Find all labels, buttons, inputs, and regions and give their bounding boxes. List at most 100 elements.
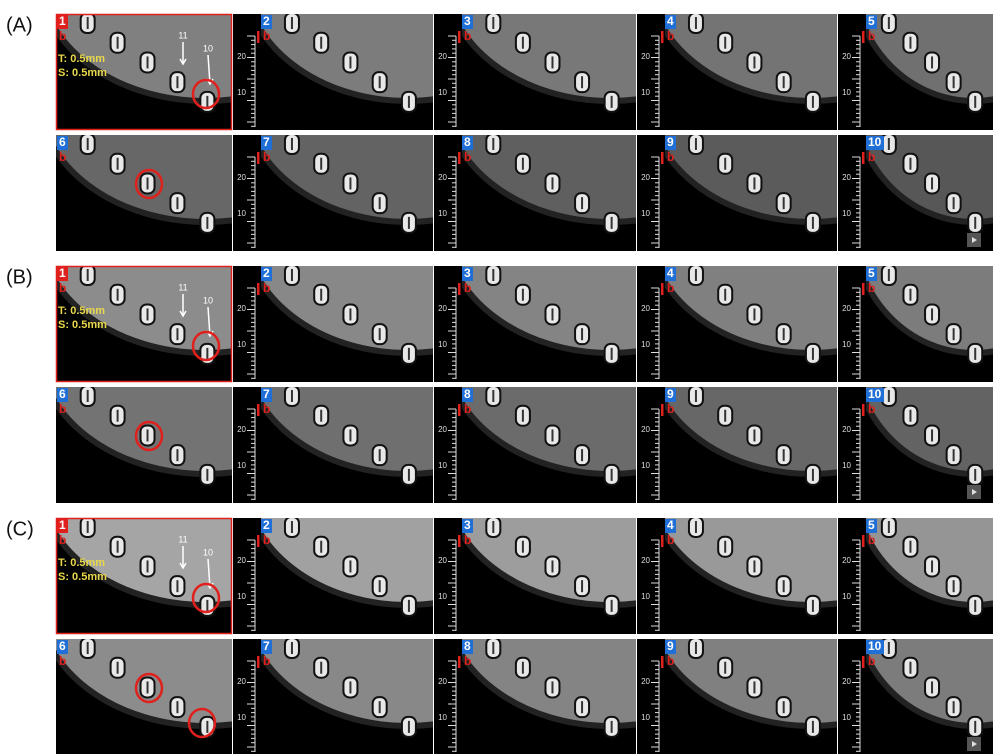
panel-tag: b	[667, 533, 674, 547]
ruler-label: 10	[237, 340, 246, 349]
tooth-number: 11	[178, 282, 187, 292]
ruler-label: 20	[438, 52, 447, 61]
ruler-label: 20	[237, 52, 246, 61]
panel-number: 5	[868, 14, 875, 28]
figure: (A)1bT: 0.5mmS: 0.5mm111020102b20103b201…	[0, 0, 993, 754]
panel-tag: b	[667, 281, 674, 295]
panel-tag: b	[464, 281, 471, 295]
panel-tag: b	[667, 402, 674, 416]
panel-number: 5	[868, 266, 875, 280]
ruler-label: 20	[237, 677, 246, 686]
ruler-label: 10	[438, 592, 447, 601]
slice-spacing: S: 0.5mm	[58, 319, 107, 331]
ruler-label: 10	[842, 461, 851, 470]
slice-marker	[458, 152, 461, 164]
scan-panel: 20 10 5b	[838, 0, 993, 130]
panel-tag: b	[59, 150, 66, 164]
group-label: (A)	[6, 14, 33, 36]
panel-tag: b	[263, 281, 270, 295]
ruler-label: 10	[641, 461, 650, 470]
ruler-label: 20	[438, 677, 447, 686]
panel-tag: b	[667, 150, 674, 164]
panel-tag: b	[464, 402, 471, 416]
panel-tag: b	[59, 402, 66, 416]
panel-number: 2	[263, 14, 270, 28]
ruler-label: 10	[237, 461, 246, 470]
panel-tag: b	[868, 533, 875, 547]
panel-tag: b	[263, 533, 270, 547]
slice-marker	[257, 535, 260, 547]
panel-tag: b	[59, 533, 66, 547]
slice-marker	[458, 535, 461, 547]
ruler-label: 20	[641, 677, 650, 686]
panel-tag: b	[667, 29, 674, 43]
slice-marker	[862, 283, 865, 295]
ruler-label: 20	[641, 556, 650, 565]
panel-number: 3	[464, 266, 471, 280]
panel-tag: b	[868, 654, 875, 668]
slice-marker	[661, 656, 664, 668]
ruler-label: 20	[842, 52, 851, 61]
ruler-label: 20	[438, 425, 447, 434]
slice-marker	[257, 656, 260, 668]
ruler-label: 20	[438, 304, 447, 313]
slice-marker	[661, 152, 664, 164]
ruler-label: 10	[438, 713, 447, 722]
panel-tag: b	[263, 150, 270, 164]
panel-number: 3	[464, 14, 471, 28]
panel-number: 1	[59, 518, 66, 532]
tooth-number: 10	[203, 295, 213, 305]
ruler-label: 20	[842, 677, 851, 686]
slice-thickness: T: 0.5mm	[58, 305, 105, 317]
ruler-label: 20	[438, 173, 447, 182]
slice-marker	[257, 152, 260, 164]
slice-marker	[458, 404, 461, 416]
ruler-label: 10	[438, 88, 447, 97]
panel-number: 8	[464, 639, 471, 653]
panel-number: 4	[667, 14, 674, 28]
slice-marker	[862, 404, 865, 416]
panel-tag: b	[667, 654, 674, 668]
slice-marker	[257, 404, 260, 416]
panel-number: 4	[667, 518, 674, 532]
ruler-label: 20	[237, 304, 246, 313]
ruler-label: 20	[842, 304, 851, 313]
panel-tag: b	[464, 150, 471, 164]
ruler-label: 20	[842, 556, 851, 565]
panel-tag: b	[868, 29, 875, 43]
ruler-label: 20	[641, 304, 650, 313]
panel-tag: b	[263, 402, 270, 416]
ruler-label: 10	[641, 592, 650, 601]
slice-marker	[661, 283, 664, 295]
slice-marker	[661, 535, 664, 547]
panel-tag: b	[464, 654, 471, 668]
slice-marker	[862, 152, 865, 164]
panel-number: 6	[59, 135, 66, 149]
ruler-label: 10	[641, 713, 650, 722]
panel-number: 7	[263, 639, 270, 653]
panel-number: 2	[263, 518, 270, 532]
panel-tag: b	[59, 654, 66, 668]
ruler-label: 10	[237, 592, 246, 601]
panel-tag: b	[59, 29, 66, 43]
ruler-label: 10	[842, 88, 851, 97]
ruler-label: 10	[641, 340, 650, 349]
panel-tag: b	[464, 29, 471, 43]
group-label: (B)	[6, 266, 33, 288]
slice-thickness: T: 0.5mm	[58, 53, 105, 65]
panel-number: 10	[868, 639, 882, 653]
panel-number: 9	[667, 639, 674, 653]
panel-tag: b	[464, 533, 471, 547]
panel-number: 8	[464, 387, 471, 401]
slice-marker	[661, 404, 664, 416]
ruler-label: 20	[641, 425, 650, 434]
panel-tag: b	[868, 281, 875, 295]
panel-number: 9	[667, 135, 674, 149]
slice-marker	[862, 656, 865, 668]
tooth-number: 11	[178, 534, 187, 544]
ruler-label: 20	[438, 556, 447, 565]
panel-number: 6	[59, 639, 66, 653]
slice-marker	[458, 656, 461, 668]
slice-marker	[257, 283, 260, 295]
ruler-label: 10	[641, 209, 650, 218]
